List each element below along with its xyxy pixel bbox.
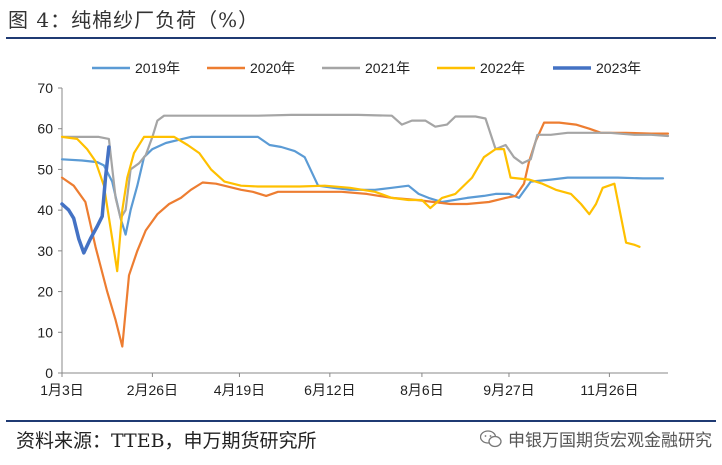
x-tick-label: 1月3日 xyxy=(40,382,84,398)
y-tick-label: 0 xyxy=(45,365,53,381)
y-tick-label: 30 xyxy=(37,243,53,259)
watermark: 申银万国期货宏观金融研究 xyxy=(480,426,712,451)
chart-title: 图 4：纯棉纱厂负荷（%） xyxy=(8,8,260,32)
series-line-4 xyxy=(60,135,641,273)
legend-label: 2022年 xyxy=(480,60,525,76)
y-tick-label: 10 xyxy=(37,324,53,340)
x-tick-label: 4月19日 xyxy=(214,382,265,398)
top-rule xyxy=(6,37,716,39)
x-tick-label: 11月26日 xyxy=(580,382,638,398)
series-line-2 xyxy=(60,121,670,348)
legend-label: 2020年 xyxy=(250,60,295,76)
x-tick-label: 2月26日 xyxy=(127,382,178,398)
y-tick-label: 70 xyxy=(37,80,53,96)
wechat-icon xyxy=(480,429,502,447)
y-tick-label: 40 xyxy=(37,202,53,218)
line-chart: 0 10 20 30 40 50 60 70 1月3日 2月26日 4月19日 6月12日 8月6日 9月… xyxy=(37,60,670,398)
x-tick-label: 9月27日 xyxy=(483,382,534,398)
source-note: 资料来源：TTEB，申万期货研究所 xyxy=(16,430,317,452)
series-line-5 xyxy=(60,145,111,255)
legend-label: 2019年 xyxy=(135,60,180,76)
series-line-1 xyxy=(60,135,665,236)
legend-label: 2023年 xyxy=(596,60,641,76)
x-tick-label: 8月6日 xyxy=(400,382,444,398)
y-tick-label: 50 xyxy=(37,161,53,177)
y-tick-label: 20 xyxy=(37,284,53,300)
watermark-text: 申银万国期货宏观金融研究 xyxy=(508,431,712,451)
y-tick-label: 60 xyxy=(37,121,53,137)
legend-label: 2021年 xyxy=(365,60,410,76)
chart-area: 0 10 20 30 40 50 60 70 1月3日 2月26日 4月19日 6月12日 8月6日 9月… xyxy=(0,40,722,418)
x-tick-label: 6月12日 xyxy=(304,382,355,398)
bottom-rule xyxy=(6,420,716,422)
series-line-3 xyxy=(60,113,670,220)
